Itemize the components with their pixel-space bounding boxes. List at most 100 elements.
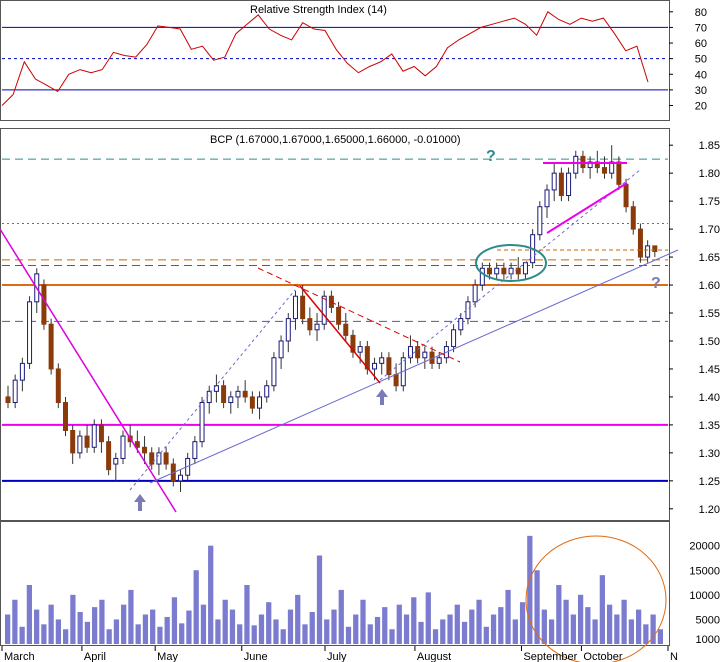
month-label: September [523,651,577,662]
candle-body [558,172,564,197]
candle [314,313,320,341]
volume-bar [193,570,199,644]
volume-tick-label: 1000 [696,634,720,646]
candle-body [285,318,291,342]
volume-bar [483,626,489,644]
candle [264,380,270,403]
volume-bar [563,599,569,644]
candle [343,313,349,341]
candle-body [271,357,277,387]
volume-bar [403,614,410,644]
uptrend-line-blue [149,249,679,484]
candle-body [637,228,643,258]
month-label: March [4,651,35,662]
volume-bar [650,614,656,644]
volume-bar [135,624,141,644]
volume-bar [360,599,366,644]
candle [515,257,521,280]
candle [321,290,327,330]
volume-bar [150,609,156,644]
candle-body [307,318,313,331]
candle [278,335,284,369]
candle-body [415,346,421,359]
rsi-layer [1,11,668,106]
candle [249,391,255,414]
candle-body [278,340,284,359]
price-tick-label: 1.80 [699,168,720,180]
candle-body [386,357,392,376]
candle [587,156,593,179]
candle [27,296,33,369]
volume-bar [92,607,98,644]
volume-bar [208,545,214,644]
volume-bar [440,619,446,644]
candle-body [472,284,478,303]
candle [307,307,313,336]
candle-body [522,262,528,275]
rsi-series-line-0 [1,11,649,106]
candle [199,396,205,448]
volume-bar [447,614,453,644]
price-tick-label: 1.25 [699,476,720,488]
consolidation-ellipse [475,244,547,282]
candle [501,262,507,280]
candle [451,324,457,353]
candle-body [487,267,493,275]
candle-body [62,402,68,431]
volume-bar [26,585,33,644]
candle [70,424,76,465]
rsi-tick-label: 30 [695,85,707,97]
volume-bar [527,535,533,644]
candle-body [228,396,234,404]
volume-bar [273,619,279,644]
candle [91,419,97,453]
candle [580,150,586,174]
volume-bar [229,609,236,644]
volume-ellipse [525,535,667,662]
volume-bar [454,604,460,644]
candle [616,156,622,190]
price-title: BCP (1.67000,1.67000,1.65000,1.66000, -0… [210,134,461,146]
volume-bar [345,626,352,644]
volume-bar [635,609,642,644]
candle-body [364,346,370,370]
candle-body [652,245,658,252]
candle [364,340,370,375]
candle-body [573,155,579,174]
candle [336,301,342,330]
candle-body [494,267,500,275]
candle [41,279,47,330]
candle [55,363,61,409]
volume-bar [244,585,250,644]
volume-bar [295,594,301,644]
volume-layer [5,535,663,644]
volume-bar [128,589,134,644]
arrow-up-icon [134,389,388,511]
volume-bar [55,619,62,644]
volume-bar [490,614,497,644]
candle-body [580,155,586,169]
volume-tick-label: 15000 [689,565,720,577]
candle [242,380,248,403]
candle-body [379,357,385,364]
volume-bar [432,629,439,644]
candle-body [55,368,61,404]
volume-bar [585,607,591,644]
candle [62,396,68,437]
candle-body [27,301,33,364]
candle-body [5,396,11,404]
volume-bar [331,609,337,644]
price-tick-label: 1.50 [699,336,720,348]
candle-body [300,295,306,320]
volume-bar [99,599,105,644]
rsi-tick-label: 60 [695,38,707,50]
candle [5,385,11,409]
candle-body [242,390,248,398]
candle-body [98,424,104,443]
candle [652,245,658,258]
candle-body [436,357,442,364]
price-panel [0,128,670,521]
volume-bar [548,619,555,644]
flag-line-red [299,285,381,384]
candle-body [623,183,629,208]
